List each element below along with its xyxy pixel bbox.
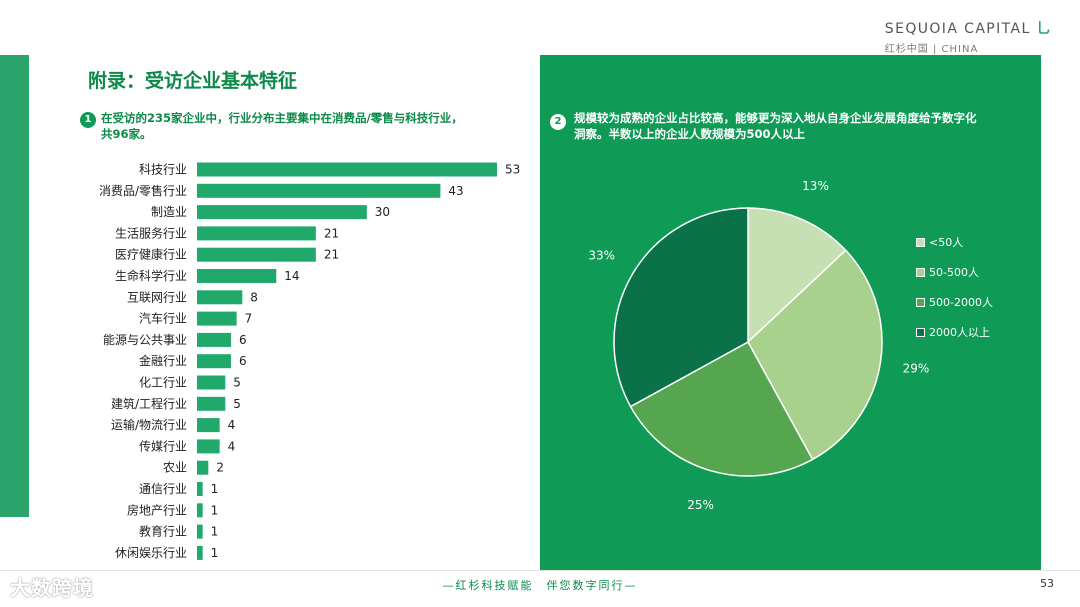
- category-label: 传媒行业: [139, 438, 187, 453]
- bar: [197, 503, 203, 518]
- category-label: 教育行业: [139, 524, 187, 539]
- data-label: 53: [505, 163, 520, 177]
- category-label: 农业: [163, 461, 187, 475]
- legend-swatch: [916, 297, 925, 307]
- legend-swatch: [916, 327, 925, 337]
- legend-label: <50人: [929, 236, 964, 249]
- category-label: 化工行业: [139, 376, 187, 390]
- category-label: 休闲娱乐行业: [115, 546, 187, 560]
- data-label: 4: [228, 418, 236, 432]
- brand-name: SEQUOIA CAPITAL 乚: [884, 21, 1052, 37]
- bar: [197, 396, 226, 411]
- data-label: 2: [216, 461, 224, 475]
- category-label: 金融行业: [139, 353, 187, 368]
- page-title: 附录：受访企业基本特征: [88, 70, 298, 92]
- bar: [197, 524, 203, 539]
- bar: [197, 290, 243, 305]
- data-label: 6: [239, 333, 247, 347]
- note-number-badge: 2: [550, 114, 566, 130]
- bar: [197, 205, 367, 220]
- bar: [197, 375, 226, 390]
- data-label: 1: [211, 525, 219, 539]
- bar: [197, 332, 231, 347]
- industry-note-line: 在受访的235家企业中，行业分布主要集中在消费品/零售与科技行业，: [101, 111, 463, 125]
- category-label: 生命科学行业: [115, 268, 187, 283]
- brand: SEQUOIA CAPITAL 乚 红杉中国 | CHINA: [885, 18, 1052, 55]
- legend-item: 50-500人: [916, 257, 993, 287]
- size-note-line: 洞察。半数以上的企业人数规模为500人以上: [574, 127, 806, 141]
- pie-slice: [613, 207, 749, 408]
- data-label: 5: [233, 376, 241, 390]
- legend-swatch: [916, 267, 925, 277]
- pie-value-label: 29%: [903, 362, 930, 376]
- company-size-pie-chart: 13% 29% 25% 33%: [588, 179, 930, 512]
- category-label: 能源与公共事业: [103, 333, 187, 347]
- legend-label: 2000人以上: [929, 326, 990, 339]
- left-accent-bar: [0, 55, 29, 517]
- data-label: 5: [233, 397, 241, 411]
- data-label: 43: [448, 184, 463, 198]
- bar: [197, 162, 497, 177]
- data-label: 1: [211, 546, 219, 560]
- category-label: 制造业: [151, 205, 187, 219]
- data-label: 7: [245, 312, 253, 326]
- data-label: 21: [324, 226, 339, 240]
- data-label: 1: [211, 503, 219, 517]
- industry-note: 在受访的235家企业中，行业分布主要集中在消费品/零售与科技行业， 共96家。: [101, 110, 463, 142]
- legend-item: 500-2000人: [916, 287, 993, 317]
- data-label: 6: [239, 354, 247, 368]
- category-label: 运输/物流行业: [111, 417, 187, 432]
- pie-value-label: 33%: [588, 248, 615, 262]
- category-label: 汽车行业: [139, 311, 187, 326]
- pie-slice: [747, 249, 883, 461]
- bar: [197, 311, 237, 326]
- bar: [197, 183, 441, 198]
- watermark-logo: 大数跨境: [10, 576, 94, 600]
- legend-label: 50-500人: [929, 266, 979, 279]
- footer-divider: [0, 570, 1080, 571]
- size-note-line: 规模较为成熟的企业占比较高，能够更为深入地从自身企业发展角度给予数字化: [574, 111, 977, 125]
- bar: [197, 545, 203, 560]
- pie-legend: <50人 50-500人 500-2000人 2000人以上: [916, 227, 993, 347]
- bar: [197, 269, 277, 283]
- bar: [197, 482, 203, 496]
- page-number: 53: [1040, 577, 1054, 590]
- sequoia-logo-icon: 乚: [1036, 21, 1052, 37]
- category-label: 房地产行业: [127, 502, 187, 517]
- category-label: 医疗健康行业: [115, 247, 187, 262]
- note-number-badge: 1: [80, 112, 96, 128]
- category-label: 通信行业: [139, 482, 187, 496]
- pie-value-label: 13%: [802, 179, 829, 193]
- category-label: 消费品/零售行业: [99, 183, 187, 198]
- data-label: 4: [228, 439, 236, 453]
- bar: [197, 460, 209, 475]
- bar: [197, 226, 316, 241]
- category-label: 科技行业: [139, 163, 187, 177]
- data-label: 14: [284, 269, 299, 283]
- data-label: 30: [375, 205, 390, 219]
- category-label: 建筑/工程行业: [111, 396, 187, 411]
- bar: [197, 247, 316, 262]
- category-label: 生活服务行业: [115, 225, 187, 240]
- bar: [197, 418, 220, 433]
- legend-item: 2000人以上: [916, 317, 993, 347]
- category-label: 互联网行业: [127, 290, 187, 304]
- bar: [197, 439, 220, 454]
- data-label: 1: [211, 482, 219, 496]
- industry-note-line: 共96家。: [101, 127, 152, 141]
- legend-item: <50人: [916, 227, 993, 257]
- pie-slice: [747, 207, 847, 344]
- legend-swatch: [916, 237, 925, 247]
- brand-subtitle: 红杉中国 | CHINA: [884, 44, 979, 55]
- pie-slice: [629, 340, 814, 477]
- bar: [197, 354, 231, 369]
- size-note: 规模较为成熟的企业占比较高，能够更为深入地从自身企业发展角度给予数字化 洞察。半…: [574, 110, 977, 142]
- legend-label: 500-2000人: [929, 296, 993, 309]
- pie-value-label: 25%: [687, 498, 714, 512]
- data-label: 21: [324, 248, 339, 262]
- data-label: 8: [250, 290, 258, 304]
- footer-slogan: —红杉科技赋能 伴您数字同行—: [442, 579, 638, 592]
- left-panel: [76, 55, 533, 570]
